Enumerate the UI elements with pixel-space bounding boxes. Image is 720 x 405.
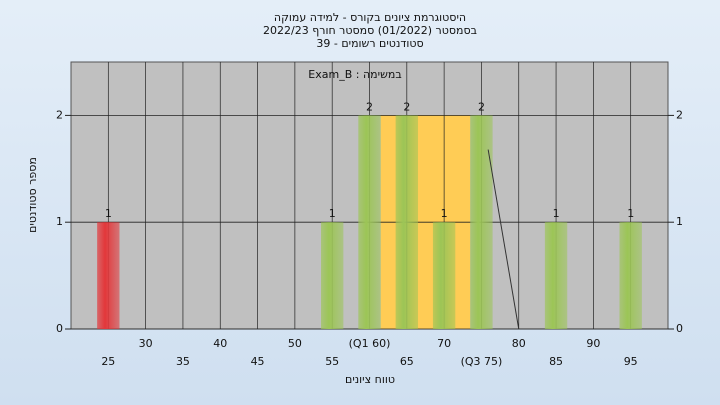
x-tick-label: 95	[624, 355, 638, 368]
x-tick-label: 55	[325, 355, 339, 368]
x-tick-label: 50	[288, 337, 302, 350]
x-tick-label: 90	[586, 337, 600, 350]
y-tick-label: 2	[56, 108, 63, 121]
bar	[470, 115, 493, 330]
bar	[432, 222, 456, 329]
data-label: 2	[366, 100, 373, 113]
data-label: 1	[553, 207, 560, 220]
x-tick-label: 45	[251, 355, 265, 368]
y2-tick-label: 1	[676, 215, 683, 228]
bar	[544, 222, 568, 329]
data-label: 1	[105, 207, 112, 220]
annotation: במשימה : Exam_B	[308, 68, 401, 81]
bar	[97, 222, 120, 329]
x-tick-label: 25	[101, 355, 115, 368]
x-tick-label: 35	[176, 355, 190, 368]
y-tick-label: 0	[56, 322, 63, 335]
x-tick-label: 70	[437, 337, 451, 350]
data-label: 1	[329, 207, 336, 220]
y-tick-label: 1	[56, 215, 63, 228]
y2-tick-label: 0	[676, 322, 683, 335]
data-label: 2	[403, 100, 410, 113]
x-tick-label: 30	[139, 337, 153, 350]
bar	[358, 115, 381, 330]
chart-title: בסמסטר (01/2022) סמסטר חורף 2022/23	[263, 24, 477, 37]
bar	[320, 222, 344, 329]
data-label: 2	[478, 100, 485, 113]
chart-title: היסטוגרמת ציונים בקורס - למידה עמוקה	[274, 11, 466, 24]
x-tick-label: (Q3 75)	[461, 355, 503, 368]
data-label: 1	[627, 207, 634, 220]
x-tick-label: 80	[512, 337, 526, 350]
bar	[395, 115, 419, 330]
y-axis-label: מספר סטודנטים	[26, 157, 39, 233]
chart-title: סטודנטים רשומים - 39	[316, 37, 423, 50]
data-label: 1	[441, 207, 448, 220]
bar	[619, 222, 642, 329]
x-tick-label: 85	[549, 355, 563, 368]
y2-tick-label: 2	[676, 108, 683, 121]
x-tick-label: (Q1 60)	[349, 337, 391, 350]
x-axis-label: טווח ציונים	[345, 373, 395, 386]
x-tick-label: 40	[213, 337, 227, 350]
x-tick-label: 65	[400, 355, 414, 368]
trend-line	[487, 149, 520, 330]
